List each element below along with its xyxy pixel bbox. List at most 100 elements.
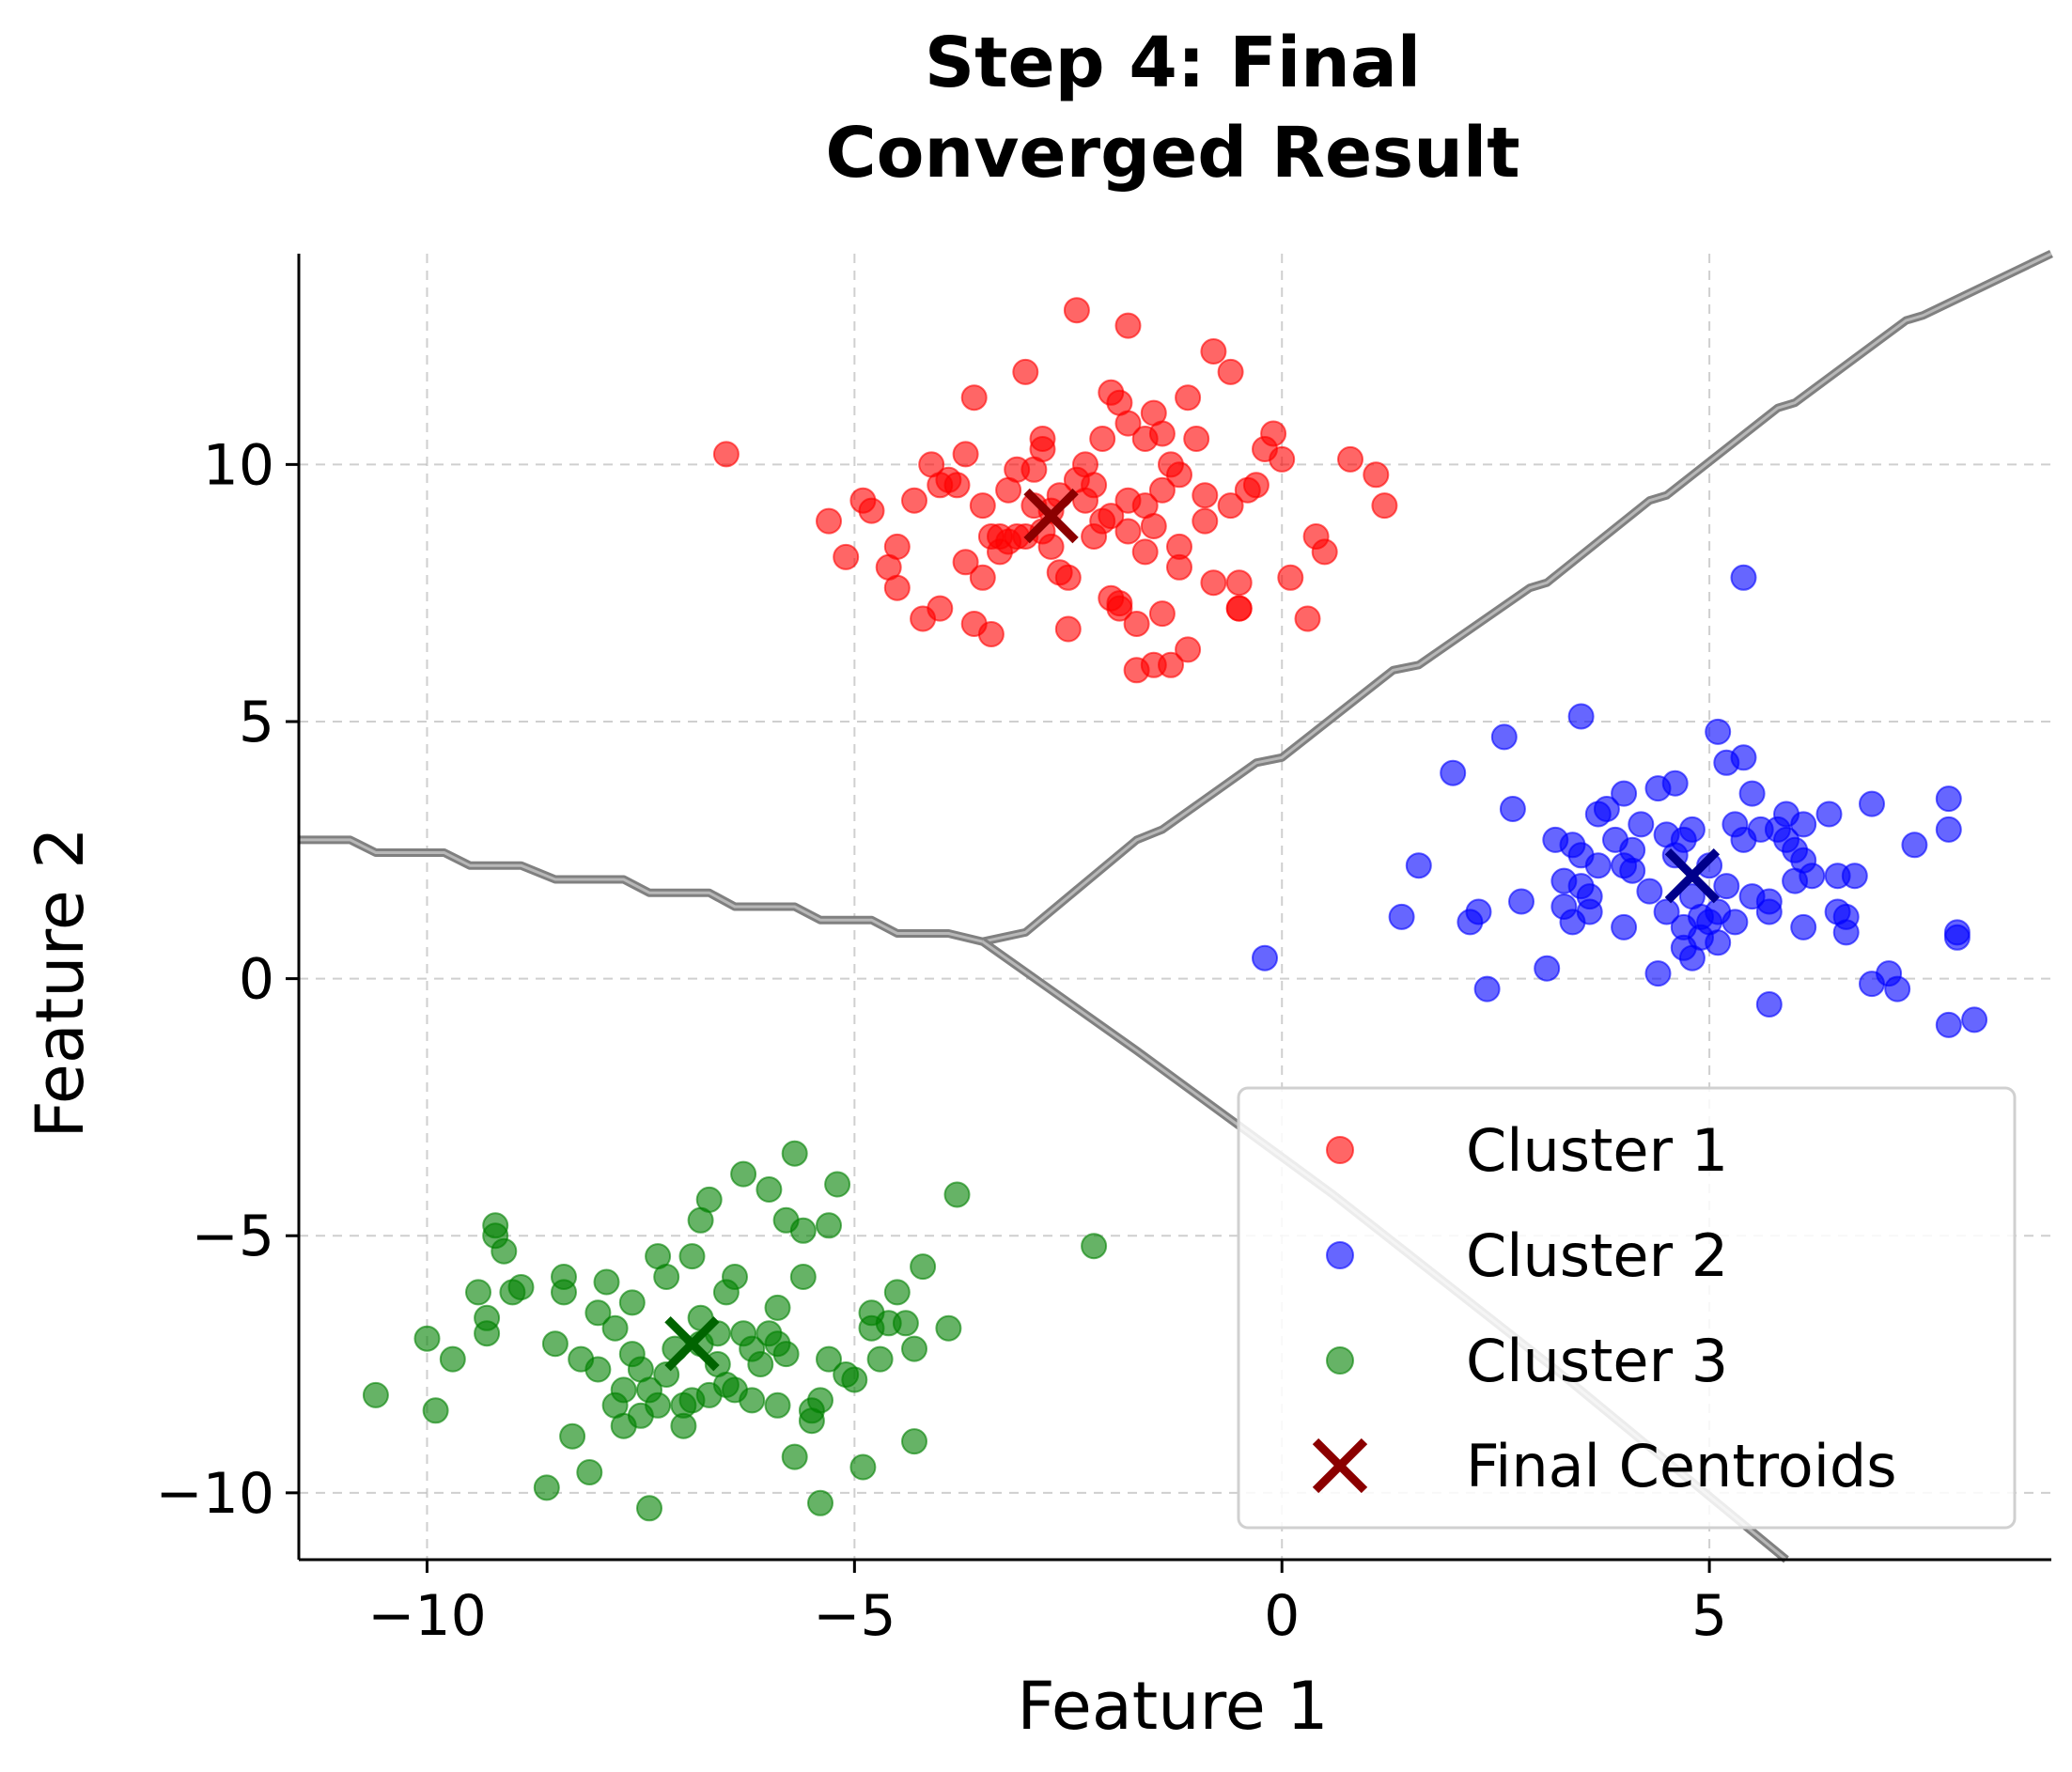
legend-box	[1237, 1086, 2017, 1530]
cluster-1-point	[1114, 410, 1142, 437]
cluster-2-point	[1935, 816, 1962, 843]
x-tick-label: 5	[1691, 1583, 1727, 1649]
cluster-3-point	[807, 1489, 833, 1516]
cluster-1-point	[1054, 564, 1082, 591]
cluster-2-point	[1799, 863, 1826, 890]
cluster-2-point	[1499, 796, 1526, 822]
legend: Cluster 1 Cluster 2 Cluster 3 Final Centroi…	[1237, 1086, 2017, 1530]
cluster-3-point	[618, 1341, 646, 1368]
cluster-2-point	[1508, 888, 1535, 915]
cluster-1-point	[969, 564, 996, 591]
cluster-2-point	[1619, 836, 1646, 863]
cluster-2-point	[1832, 919, 1860, 946]
cluster-3-point	[764, 1330, 791, 1358]
cluster-2-point	[1628, 811, 1655, 838]
cluster-1-point	[1012, 358, 1039, 385]
cluster-2-point	[1755, 991, 1783, 1018]
cluster-2-point	[1935, 1011, 1962, 1038]
cluster-1-point	[712, 441, 740, 468]
cluster-3-point	[910, 1253, 937, 1281]
centroid-marker-2-stroke-b	[1664, 847, 1721, 904]
cluster-1-point	[1260, 420, 1287, 447]
legend-marker-centroids-stroke-b	[1312, 1438, 1368, 1494]
cluster-1-point	[858, 497, 885, 524]
cluster-3-point	[422, 1397, 449, 1424]
cluster-1-point	[1175, 384, 1202, 412]
cluster-1-point	[1054, 615, 1082, 643]
cluster-3-point	[747, 1351, 774, 1377]
cluster-1-point	[1192, 482, 1219, 509]
cluster-3-point	[678, 1243, 706, 1270]
cluster-3-point	[816, 1212, 842, 1239]
cluster-1-point	[1106, 590, 1133, 617]
x-tick-label: 0	[1264, 1583, 1300, 1649]
axes: −10 −5 0 5 −10 −5 0 5 10	[155, 254, 2051, 1649]
cluster-3-point	[781, 1140, 808, 1167]
cluster-3-point	[541, 1330, 569, 1358]
x-axis-label: Feature 1	[1017, 1668, 1328, 1745]
cluster-3-point	[678, 1387, 706, 1414]
cluster-3-point	[712, 1371, 740, 1398]
legend-label: Cluster 3	[1466, 1327, 1728, 1395]
cluster-1-point	[1225, 569, 1253, 597]
cluster-1-point	[1166, 533, 1192, 560]
cluster-1-point	[1037, 533, 1065, 560]
cluster-1-point	[927, 595, 954, 622]
cluster-3-point	[730, 1160, 757, 1188]
cluster-2-point	[1815, 801, 1843, 828]
cluster-1-point	[977, 621, 1005, 647]
cluster-3-point	[601, 1314, 629, 1342]
cluster-2-point	[1884, 975, 1911, 1003]
cluster-1-point	[1217, 492, 1244, 520]
x-tick-label: −5	[813, 1583, 896, 1649]
legend-marker-centroids	[1312, 1438, 1368, 1494]
centroid-marker-1	[1023, 488, 1079, 544]
cluster-2-point	[1388, 903, 1415, 930]
cluster-2-point	[1705, 718, 1732, 745]
cluster-3-point	[739, 1387, 766, 1414]
cluster-3-point	[610, 1376, 637, 1404]
cluster-2-point	[1576, 898, 1603, 925]
y-tick-label: 10	[203, 432, 274, 498]
y-axis-label: Feature 2	[22, 827, 99, 1138]
legend-marker-cluster-2	[1326, 1241, 1354, 1269]
cluster-3-point	[764, 1294, 791, 1321]
y-tick-label: 0	[239, 947, 274, 1013]
centroid-marker-3	[664, 1315, 720, 1372]
cluster-3-point	[559, 1422, 586, 1450]
cluster-2-point	[1943, 924, 1971, 951]
cluster-1-point	[1371, 492, 1398, 520]
cluster-3-point	[576, 1459, 603, 1485]
cluster-1-point	[969, 492, 996, 520]
cluster-2-point	[1961, 1006, 1988, 1034]
cluster-3-point	[841, 1366, 868, 1393]
cluster-2-point	[1405, 852, 1432, 879]
cluster-3-point	[901, 1335, 927, 1362]
cluster-2-point	[1611, 780, 1638, 807]
cluster-2-point	[1688, 924, 1714, 951]
cluster-2-point	[1790, 811, 1817, 838]
legend-marker-cluster-3	[1326, 1346, 1354, 1375]
cluster-1-point	[883, 574, 911, 601]
cluster-1-point	[1158, 651, 1184, 678]
data-points	[362, 297, 1988, 1522]
decision-boundary-highlight-1	[299, 838, 984, 943]
cluster-3-point	[465, 1279, 491, 1306]
cluster-1-point	[1363, 461, 1390, 489]
cluster-2-point	[1730, 564, 1757, 591]
cluster-3-point	[636, 1495, 662, 1522]
centroids	[664, 488, 1721, 1372]
cluster-1-point	[952, 441, 979, 468]
cluster-2-point	[1473, 975, 1501, 1003]
cluster-1-point	[1217, 358, 1244, 385]
cluster-1-point	[1225, 595, 1253, 622]
cluster-3-point	[1081, 1233, 1108, 1260]
centroid-marker-2	[1664, 847, 1721, 904]
legend-marker-cluster-1	[1326, 1136, 1354, 1164]
cluster-2-point	[1636, 878, 1663, 905]
chart-title-line-2: Converged Result	[825, 113, 1519, 194]
cluster-3-point	[730, 1320, 757, 1347]
cluster-3-point	[722, 1264, 748, 1290]
cluster-2-point	[1935, 785, 1962, 813]
